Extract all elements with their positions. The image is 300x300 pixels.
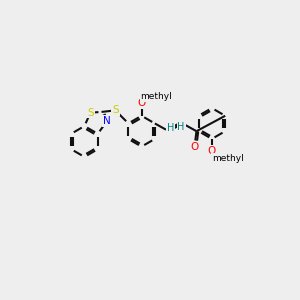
Text: O: O [137,98,146,109]
Text: S: S [87,108,94,118]
Text: N: N [103,116,110,126]
Text: H: H [177,122,185,132]
Text: S: S [112,105,119,116]
Text: H: H [167,123,174,133]
Text: methyl: methyl [140,92,172,101]
Text: O: O [191,142,199,152]
Text: methyl: methyl [212,154,244,163]
Text: O: O [208,146,216,156]
